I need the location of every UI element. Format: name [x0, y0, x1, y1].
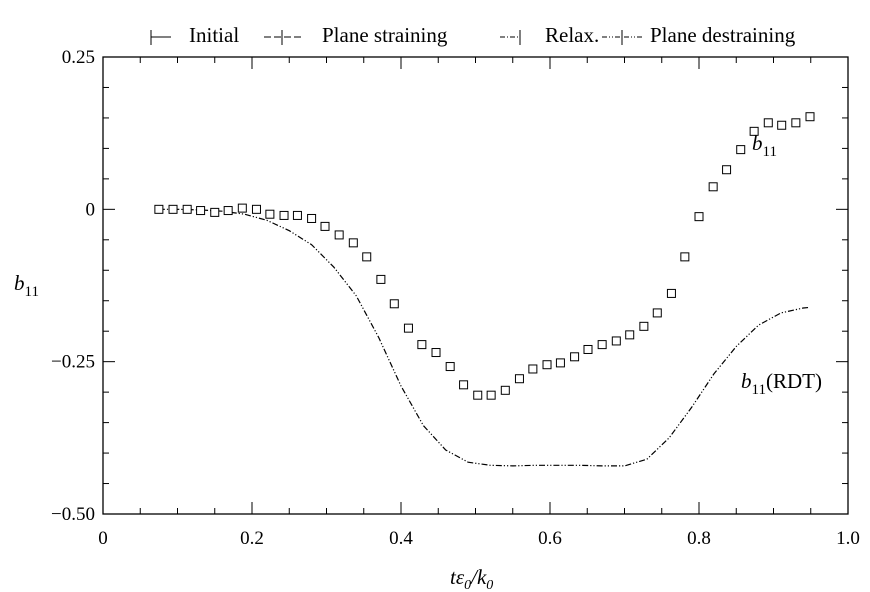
- x-tick-label: 0: [98, 528, 108, 549]
- legend-item-initial: Initial: [150, 23, 239, 47]
- data-point-b11: [570, 352, 580, 362]
- data-point-b11: [542, 360, 552, 370]
- y-tick-label: 0.25: [62, 47, 95, 68]
- data-point-b11: [528, 364, 538, 374]
- series-marker-layer: [154, 112, 815, 400]
- legend-item-plane-destraining: Plane destraining: [602, 23, 796, 47]
- data-point-b11: [749, 126, 759, 136]
- data-point-b11: [805, 112, 815, 122]
- data-point-b11: [763, 118, 773, 128]
- legend-item-plane-straining: Plane straining: [264, 23, 448, 47]
- x-tick-label: 0.2: [240, 528, 264, 549]
- data-point-b11: [473, 390, 483, 400]
- data-point-b11: [362, 252, 372, 262]
- data-point-b11: [625, 330, 635, 340]
- data-point-b11: [334, 230, 344, 240]
- data-point-b11: [210, 207, 220, 217]
- plot-frame: [102, 56, 849, 515]
- data-point-b11: [597, 340, 607, 350]
- data-point-b11: [680, 252, 690, 262]
- data-point-b11: [417, 340, 427, 350]
- series-label-b11-rdt: b11(RDT): [741, 369, 822, 398]
- data-point-b11: [736, 145, 746, 155]
- legend-label-relax: Relax.: [545, 23, 599, 47]
- data-point-b11: [348, 238, 358, 248]
- data-point-b11: [459, 380, 469, 390]
- data-point-b11: [403, 323, 413, 333]
- data-point-b11: [320, 221, 330, 231]
- y-tick-label: 0: [86, 199, 96, 220]
- y-axis-ticks: 0.25 0 −0.25 −0.50: [51, 47, 848, 525]
- x-tick-label: 0.8: [687, 528, 711, 549]
- data-point-b11: [292, 210, 302, 220]
- data-point-b11: [376, 274, 386, 284]
- data-point-b11: [196, 206, 206, 216]
- legend: Initial Plane straining Relax. Plane des…: [150, 23, 796, 47]
- data-point-b11: [389, 299, 399, 309]
- data-point-b11: [514, 374, 524, 384]
- series-line-layer: [158, 208, 811, 467]
- data-point-b11: [445, 362, 455, 372]
- data-point-b11: [223, 206, 233, 216]
- series-line-b11-rdt: [158, 208, 811, 467]
- data-point-b11: [431, 348, 441, 358]
- data-point-b11: [555, 358, 565, 368]
- data-point-b11: [251, 204, 261, 214]
- data-point-b11: [265, 209, 275, 219]
- x-tick-label: 0.4: [389, 528, 413, 549]
- x-tick-label: 0.6: [538, 528, 562, 549]
- data-point-b11: [708, 182, 718, 192]
- data-point-b11: [583, 344, 593, 354]
- data-point-b11: [500, 385, 510, 395]
- data-point-b11: [279, 210, 289, 220]
- y-tick-label: −0.50: [51, 504, 95, 525]
- data-point-b11: [237, 203, 247, 213]
- data-point-b11: [777, 120, 787, 130]
- data-point-b11: [611, 336, 621, 346]
- legend-label-initial: Initial: [189, 23, 239, 47]
- y-axis-title: b11: [14, 271, 39, 300]
- legend-label-plane-destraining: Plane destraining: [650, 23, 796, 47]
- data-point-b11: [154, 204, 164, 214]
- data-point-b11: [652, 308, 662, 318]
- data-point-b11: [694, 212, 704, 222]
- data-point-b11: [486, 390, 496, 400]
- data-point-b11: [666, 288, 676, 298]
- data-point-b11: [168, 204, 178, 214]
- y-tick-label: −0.25: [51, 352, 95, 373]
- data-point-b11: [307, 213, 317, 223]
- data-point-b11: [722, 165, 732, 175]
- series-label-b11: b11: [752, 131, 777, 160]
- data-point-b11: [639, 321, 649, 331]
- data-point-b11: [182, 204, 192, 214]
- x-axis-title: tε0/k0: [450, 565, 493, 592]
- x-axis-ticks: 0 0.2 0.4 0.6 0.8 1.0: [98, 57, 860, 549]
- x-tick-label: 1.0: [836, 528, 860, 549]
- legend-label-plane-straining: Plane straining: [322, 23, 448, 47]
- data-point-b11: [791, 118, 801, 128]
- legend-item-relax: Relax.: [500, 23, 599, 47]
